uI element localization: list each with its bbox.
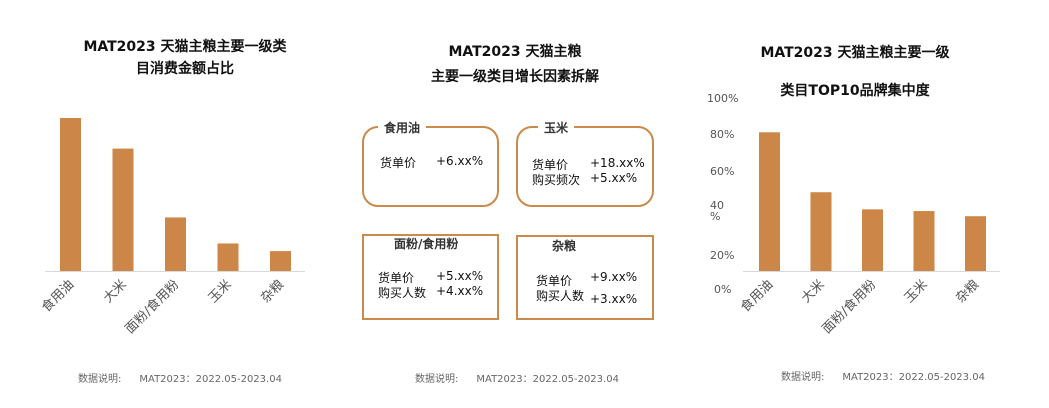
note-label: 数据说明: [78,374,122,385]
chart2-title-line1: MAT2023 天猫主粮主要一级 [760,45,950,61]
x-tick-label: 玉米 [902,277,931,306]
bar [913,211,935,271]
card-title: 食用油 [378,119,427,136]
bar [112,148,134,271]
note-label: 数据说明: [415,374,459,385]
chart2-title-line2: 类目TOP10品牌集中度 [780,83,930,99]
bar [165,217,186,271]
chart1-title: MAT2023 天猫主粮主要一级类 目消费金额占比 [40,36,330,80]
card-title: 玉米 [538,119,575,136]
metric-value: +4.xx% [436,284,484,298]
bar [270,251,291,271]
metric-value: +9.xx% [590,270,638,284]
metric-label: 购买人数 [536,289,585,303]
x-tick-label: 面粉/食用粉 [819,277,879,337]
y-tick: 40 % [710,199,724,223]
chart2-title: MAT2023 天猫主粮主要一级 类目TOP10品牌集中度 [700,34,1010,110]
card-grains: 杂粮 货单价 +9.xx% 购买人数 +3.xx% [516,235,654,320]
metric-label: 购买频次 [532,173,581,187]
card-edible-oil: 食用油 货单价 +6.xx% [362,119,499,207]
x-tick-label: 食用油 [737,277,776,316]
metric-value: +5.xx% [590,171,638,185]
y-tick: 100% [707,92,739,105]
metric-label: 货单价 [378,271,415,285]
metric-value: +5.xx% [436,269,484,283]
y-tick: 80% [710,128,735,141]
note-value: MAT2023：2022.05-2023.04 [139,374,282,385]
x-tick-label: 大米 [799,277,828,306]
card-corn: 玉米 货单价 +18.xx% 购买频次 +5.xx% [516,119,654,207]
x-tick-label: 杂粮 [953,277,982,306]
chart1-title-line1: MAT2023 天猫主粮主要一级类 [83,39,287,55]
card-title: 杂粮 [552,239,577,253]
card-flour: 面粉/食用粉 货单价 +5.xx% 购买人数 +4.xx% [362,234,499,320]
note-value: MAT2023：2022.05-2023.04 [842,372,985,383]
card-title: 面粉/食用粉 [394,237,459,251]
metric-label: 货单价 [532,158,569,172]
middle-title-line2: 主要一级类目增长因素拆解 [431,69,599,85]
metric-label: 购买人数 [378,286,427,300]
bar [810,192,832,271]
bar [965,216,986,271]
metric-value: +18.xx% [590,156,645,170]
middle-title: MAT2023 天猫主粮 主要一级类目增长因素拆解 [380,40,650,90]
bar [60,118,81,271]
data-note-2: 数据说明: MAT2023：2022.05-2023.04 [415,370,637,385]
y-tick: 60% [710,165,735,178]
y-tick: 20% [710,249,735,262]
metric-value: +3.xx% [590,292,638,306]
x-tick-label: 面粉/食用粉 [122,277,182,337]
metric-label: 货单价 [380,156,417,170]
note-label: 数据说明: [781,372,825,383]
x-tick-label: 大米 [101,277,130,306]
y-tick: 0% [714,283,732,296]
data-note-1: 数据说明: MAT2023：2022.05-2023.04 [78,370,300,385]
metric-value: +6.xx% [436,154,484,168]
note-value: MAT2023：2022.05-2023.04 [476,374,619,385]
metric-label: 货单价 [536,274,573,288]
x-tick-label: 玉米 [206,277,235,306]
x-tick-label: 食用油 [38,277,77,316]
bar [217,243,239,271]
x-tick-label: 杂粮 [258,277,287,306]
chart1-title-line2: 目消费金额占比 [136,61,234,77]
middle-title-line1: MAT2023 天猫主粮 [448,44,582,60]
bar [862,209,883,271]
bar [759,132,780,271]
data-note-3: 数据说明: MAT2023：2022.05-2023.04 [781,368,1003,383]
